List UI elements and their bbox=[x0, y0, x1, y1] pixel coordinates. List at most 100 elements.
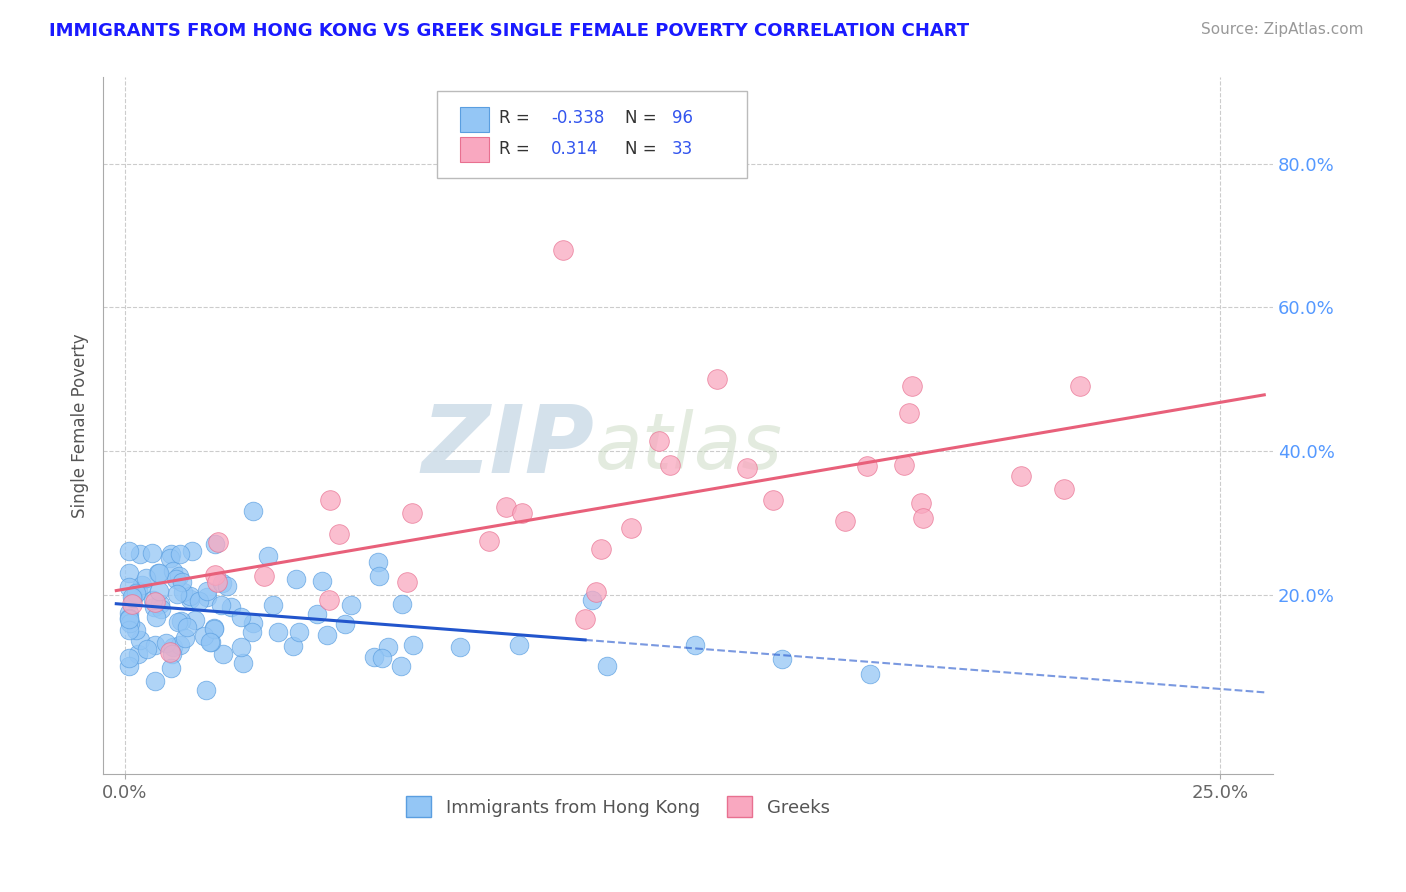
Text: 33: 33 bbox=[672, 139, 693, 158]
Point bbox=[184, 613, 207, 627]
Point bbox=[267, 625, 290, 640]
Point bbox=[118, 624, 141, 638]
Point bbox=[180, 544, 202, 558]
Point bbox=[391, 597, 413, 611]
Point bbox=[370, 651, 392, 665]
Point bbox=[200, 634, 222, 648]
Point bbox=[179, 589, 201, 603]
Point bbox=[166, 572, 188, 586]
Point bbox=[169, 569, 191, 583]
Point bbox=[118, 544, 141, 558]
Point bbox=[135, 642, 157, 657]
Point bbox=[242, 504, 264, 518]
Point bbox=[288, 625, 311, 640]
Point bbox=[311, 574, 333, 589]
Point bbox=[159, 661, 181, 675]
Point bbox=[340, 598, 363, 612]
Point bbox=[141, 546, 163, 560]
Point bbox=[333, 617, 356, 632]
Legend: Immigrants from Hong Kong, Greeks: Immigrants from Hong Kong, Greeks bbox=[399, 789, 837, 824]
Point bbox=[706, 372, 728, 386]
Point bbox=[581, 593, 603, 607]
Point bbox=[135, 572, 157, 586]
Point bbox=[495, 500, 517, 515]
Point bbox=[377, 640, 399, 655]
Point bbox=[262, 598, 284, 612]
Point bbox=[202, 622, 225, 636]
Point bbox=[173, 631, 195, 645]
Point bbox=[240, 624, 263, 639]
Point bbox=[162, 640, 184, 654]
Point bbox=[363, 650, 385, 665]
Point bbox=[596, 659, 619, 673]
Point bbox=[143, 674, 166, 689]
Point bbox=[118, 566, 141, 580]
Point bbox=[585, 584, 607, 599]
Y-axis label: Single Female Poverty: Single Female Poverty bbox=[72, 334, 89, 518]
Point bbox=[256, 549, 278, 564]
Point bbox=[127, 583, 149, 598]
Point bbox=[149, 597, 172, 611]
Point bbox=[169, 547, 191, 561]
Text: 96: 96 bbox=[672, 109, 693, 127]
Point bbox=[1069, 378, 1091, 392]
Point bbox=[253, 569, 276, 583]
Point bbox=[118, 616, 141, 631]
Point bbox=[166, 587, 188, 601]
Point bbox=[893, 458, 915, 472]
Point bbox=[211, 576, 233, 591]
Point bbox=[129, 633, 152, 648]
Point bbox=[188, 594, 211, 608]
Point bbox=[449, 640, 471, 654]
Point bbox=[127, 647, 149, 661]
Point bbox=[131, 578, 153, 592]
Point bbox=[193, 629, 215, 643]
Point bbox=[204, 537, 226, 551]
Point bbox=[179, 592, 201, 607]
Point bbox=[229, 609, 252, 624]
Point bbox=[328, 527, 350, 541]
Text: N =: N = bbox=[624, 139, 662, 158]
Point bbox=[574, 612, 596, 626]
Text: R =: R = bbox=[499, 109, 534, 127]
FancyBboxPatch shape bbox=[460, 107, 489, 133]
Point bbox=[176, 620, 198, 634]
Point bbox=[146, 566, 169, 580]
Text: -0.338: -0.338 bbox=[551, 109, 605, 127]
Point bbox=[148, 584, 170, 599]
Point bbox=[284, 572, 307, 586]
Point bbox=[128, 547, 150, 561]
Point bbox=[318, 492, 340, 507]
Point bbox=[121, 597, 143, 611]
Point bbox=[202, 621, 225, 635]
Point bbox=[910, 496, 932, 510]
Text: ZIP: ZIP bbox=[422, 401, 595, 492]
Point bbox=[155, 636, 177, 650]
Point bbox=[118, 580, 141, 594]
Point bbox=[648, 434, 671, 448]
Point bbox=[401, 506, 423, 520]
Point bbox=[121, 591, 143, 605]
Point bbox=[619, 521, 641, 535]
Text: Source: ZipAtlas.com: Source: ZipAtlas.com bbox=[1201, 22, 1364, 37]
Point bbox=[118, 651, 141, 665]
Point bbox=[232, 657, 254, 671]
Text: N =: N = bbox=[624, 109, 662, 127]
Point bbox=[205, 574, 228, 589]
Point bbox=[160, 647, 183, 661]
Point bbox=[478, 534, 501, 549]
Point bbox=[195, 590, 218, 604]
Point bbox=[508, 638, 530, 652]
Point bbox=[510, 506, 533, 520]
Point bbox=[118, 611, 141, 625]
Point bbox=[217, 579, 239, 593]
Point bbox=[221, 600, 243, 615]
Point bbox=[912, 511, 935, 525]
Point bbox=[207, 534, 229, 549]
Point bbox=[834, 514, 856, 528]
Point bbox=[859, 666, 882, 681]
Point bbox=[395, 575, 418, 590]
Point bbox=[195, 683, 218, 698]
Point bbox=[683, 638, 706, 652]
Point bbox=[172, 585, 194, 599]
